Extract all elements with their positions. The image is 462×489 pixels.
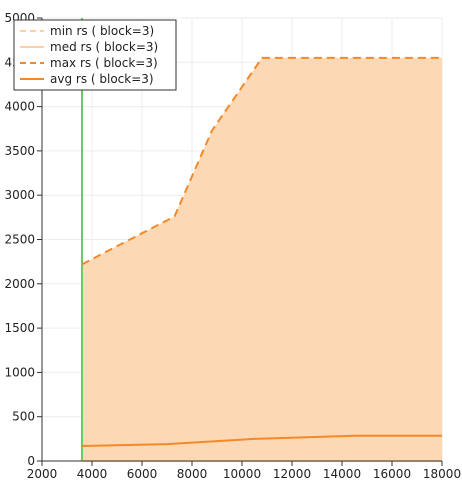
y-tick-label: 1500	[4, 321, 35, 335]
series-line-max-rs	[81, 56, 442, 266]
y-tick-label: 3500	[4, 144, 35, 158]
x-tick-label: 8000	[177, 467, 208, 481]
axes: 2000 4000 6000 8000 10000 12000 14000 16000 1800…	[4, 11, 461, 481]
x-tick-label: 10000	[223, 467, 261, 481]
x-tick-label: 2000	[27, 467, 58, 481]
y-tick-label: 1000	[4, 365, 35, 379]
y-tick-label: 2500	[4, 233, 35, 247]
x-tick-label: 16000	[373, 467, 411, 481]
y-tick-label: 4000	[4, 100, 35, 114]
x-tick-label: 12000	[273, 467, 311, 481]
x-tick-label: 4000	[77, 467, 108, 481]
y-tick-label: 2000	[4, 277, 35, 291]
fill-band	[82, 57, 442, 462]
min-max-band	[82, 57, 442, 462]
legend-label[interactable]: min rs ( block=3)	[50, 24, 154, 38]
y-tick-label: 0	[27, 454, 35, 468]
x-tick-label: 14000	[323, 467, 361, 481]
legend[interactable]: min rs ( block=3) med rs ( block=3) max rs…	[13, 19, 177, 91]
legend-label[interactable]: max rs ( block=3)	[50, 56, 158, 70]
y-tick-label: 500	[12, 410, 35, 424]
y-tick-label: 3000	[4, 188, 35, 202]
x-tick-label: 6000	[127, 467, 158, 481]
legend-label[interactable]: avg rs ( block=3)	[50, 72, 154, 86]
series-line-avg-rs	[81, 434, 442, 447]
x-tick-label: 18000	[423, 467, 461, 481]
legend-label[interactable]: med rs ( block=3)	[50, 40, 158, 54]
